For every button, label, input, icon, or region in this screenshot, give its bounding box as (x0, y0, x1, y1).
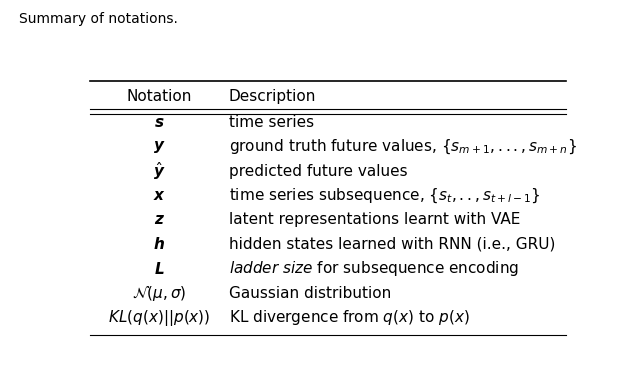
Text: predicted future values: predicted future values (229, 163, 408, 179)
Text: $KL(q(x)||p(x))$: $KL(q(x)||p(x))$ (108, 308, 211, 328)
Text: $\boldsymbol{s}$: $\boldsymbol{s}$ (154, 115, 164, 129)
Text: Summary of notations.: Summary of notations. (19, 12, 178, 26)
Text: $\mathcal{N}(\mu,\sigma)$: $\mathcal{N}(\mu,\sigma)$ (132, 284, 186, 303)
Text: KL divergence from $q(x)$ to $p(x)$: KL divergence from $q(x)$ to $p(x)$ (229, 308, 470, 328)
Text: $\boldsymbol{y}$: $\boldsymbol{y}$ (153, 138, 166, 154)
Text: $\mathit{ladder\ size}$ for subsequence encoding: $\mathit{ladder\ size}$ for subsequence … (229, 259, 519, 278)
Text: $\boldsymbol{z}$: $\boldsymbol{z}$ (154, 213, 165, 227)
Text: $\hat{\boldsymbol{y}}$: $\hat{\boldsymbol{y}}$ (153, 160, 166, 182)
Text: $\boldsymbol{L}$: $\boldsymbol{L}$ (154, 261, 164, 277)
Text: Description: Description (229, 89, 316, 104)
Text: latent representations learnt with VAE: latent representations learnt with VAE (229, 213, 520, 227)
Text: ground truth future values, $\{s_{m+1},...,s_{m+n}\}$: ground truth future values, $\{s_{m+1},.… (229, 137, 577, 156)
Text: hidden states learned with RNN (i.e., GRU): hidden states learned with RNN (i.e., GR… (229, 237, 555, 252)
Text: $\boldsymbol{h}$: $\boldsymbol{h}$ (154, 236, 165, 252)
Text: time series subsequence, $\{s_t,..,s_{t+l-1}\}$: time series subsequence, $\{s_t,..,s_{t+… (229, 186, 541, 205)
Text: Notation: Notation (127, 89, 192, 104)
Text: $\boldsymbol{x}$: $\boldsymbol{x}$ (153, 188, 166, 203)
Text: time series: time series (229, 115, 314, 129)
Text: Gaussian distribution: Gaussian distribution (229, 286, 391, 301)
